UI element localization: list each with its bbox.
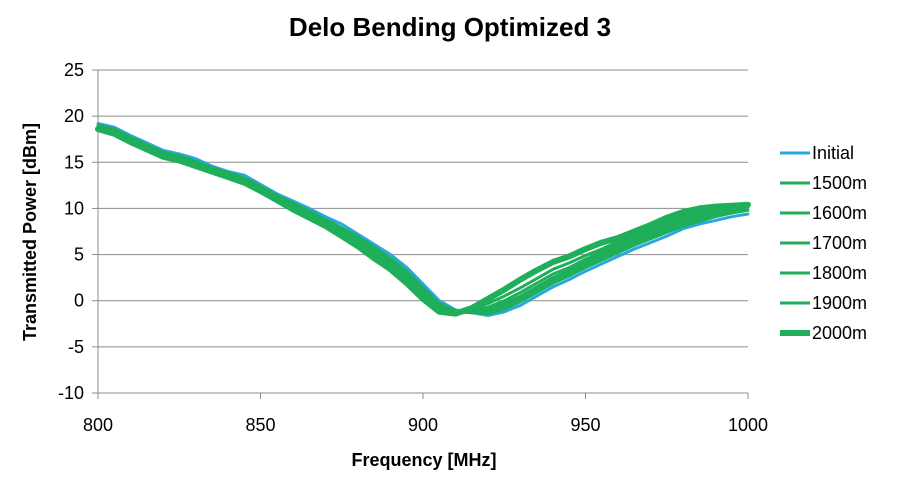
y-tick-label: 10	[64, 198, 84, 218]
legend: Initial 1500m 1600m 1700m 1800m 1900m 2000m	[780, 143, 867, 343]
x-tick-label: 800	[83, 415, 113, 435]
legend-label-2000m: 2000m	[812, 323, 867, 343]
series-line-2000m	[95, 126, 751, 317]
y-tick-label: 25	[64, 60, 84, 80]
y-axis-label: Transmitted Power [dBm]	[20, 123, 40, 341]
tick-labels: -10 -5 0 5 10 15 20 25 800 850 900 950 1000	[58, 60, 768, 435]
series-lines	[95, 122, 751, 317]
legend-label-1600m: 1600m	[812, 203, 867, 223]
legend-label-initial: Initial	[812, 143, 854, 163]
y-tick-label: -5	[68, 337, 84, 357]
y-tick-label: 15	[64, 152, 84, 172]
series-line-initial	[96, 122, 750, 317]
chart-title: Delo Bending Optimized 3	[289, 12, 611, 42]
y-tick-label: 20	[64, 106, 84, 126]
legend-label-1900m: 1900m	[812, 293, 867, 313]
legend-label-1700m: 1700m	[812, 233, 867, 253]
y-tick-label: -10	[58, 383, 84, 403]
x-tick-label: 850	[245, 415, 275, 435]
x-tick-label: 900	[408, 415, 438, 435]
y-tick-label: 5	[74, 245, 84, 265]
legend-label-1500m: 1500m	[812, 173, 867, 193]
x-axis-label: Frequency [MHz]	[351, 450, 496, 470]
x-tick-label: 950	[570, 415, 600, 435]
legend-label-1800m: 1800m	[812, 263, 867, 283]
y-tick-label: 0	[74, 291, 84, 311]
x-tick-label: 1000	[728, 415, 768, 435]
